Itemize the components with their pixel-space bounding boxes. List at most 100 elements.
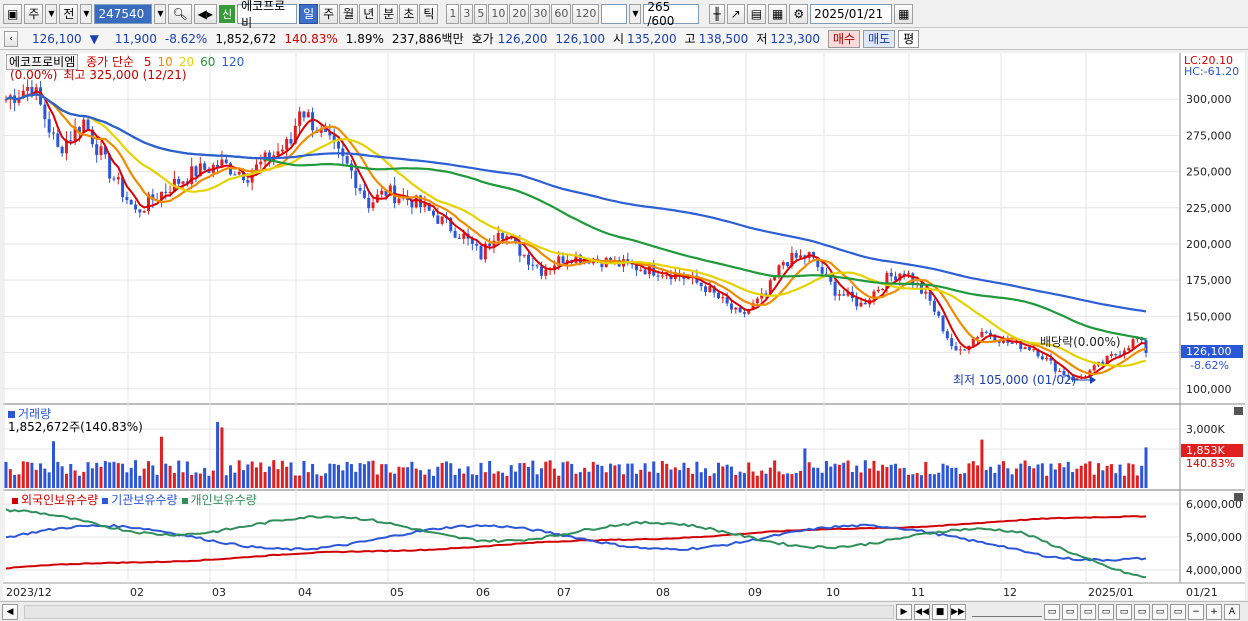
layout-f-icon[interactable]: ▭ (1134, 603, 1150, 620)
interval-tab[interactable]: 120 (572, 3, 600, 24)
candle-body (781, 262, 785, 266)
pane-close-icon[interactable] (1234, 407, 1243, 415)
play-icon[interactable]: ▶ (896, 603, 912, 620)
ma-period-label[interactable]: 10 (157, 55, 173, 69)
zoom-slider[interactable] (972, 607, 1042, 617)
ma-type-label[interactable]: 종가 단순 (86, 55, 135, 69)
candle-body (410, 200, 414, 208)
interval-tab[interactable]: 60 (551, 3, 572, 24)
ma-line (5, 90, 1147, 379)
period-tab[interactable]: 년 (359, 3, 379, 24)
interval-tab[interactable]: 30 (530, 3, 551, 24)
chevron-down-icon[interactable]: ▼ (629, 3, 642, 24)
buy-button[interactable]: 매수 (827, 29, 861, 48)
ma-period-label[interactable]: 20 (178, 55, 195, 69)
ma-line (5, 93, 1147, 368)
volume-bar (725, 464, 729, 488)
chevron-down-icon[interactable]: ▼ (154, 3, 167, 24)
layout-icon[interactable]: ▣ (3, 3, 23, 24)
period-tab[interactable]: 초 (399, 3, 419, 24)
period-tab[interactable]: 분 (379, 3, 399, 24)
volume-bar (729, 466, 733, 488)
interval-tab[interactable]: 5 (474, 3, 488, 24)
y-tick-label: 175,000 (1186, 274, 1232, 287)
candle-body (812, 252, 815, 258)
candle-body (557, 256, 561, 266)
type-button[interactable]: 주 (24, 3, 44, 24)
stock-code-input[interactable]: 247540 (94, 3, 153, 24)
print-icon[interactable]: ▤ (746, 3, 767, 24)
candle-body (1010, 342, 1014, 344)
candle-body (328, 131, 332, 136)
stock-label[interactable]: 에코프로비엠 (6, 54, 79, 70)
layout-b-icon[interactable]: ▭ (1062, 603, 1078, 620)
period-tab[interactable]: 틱 (419, 3, 439, 24)
count-field[interactable]: 265 /600 (643, 0, 700, 28)
rewind-icon[interactable]: ◀◀ (914, 603, 930, 620)
volume-bar (406, 467, 410, 488)
candle-body (656, 275, 660, 277)
forward-icon[interactable]: ▶▶ (950, 603, 966, 620)
holder-legend-label[interactable]: 외국인보유수량 (21, 493, 99, 507)
period-tab[interactable]: 일 (299, 3, 319, 24)
chevron-down-icon[interactable]: ▼ (80, 3, 93, 24)
scroll-left-icon[interactable]: ◀ (2, 603, 18, 620)
volume-bar (34, 469, 38, 488)
chevron-down-icon[interactable]: ▼ (45, 3, 58, 24)
candle-body (1109, 354, 1113, 356)
ma-period-label[interactable]: 60 (200, 55, 216, 69)
x-tick-label: 02 (130, 586, 144, 599)
holder-legend-label[interactable]: 개인보유수량 (190, 493, 257, 507)
layout-a-icon[interactable]: ▭ (1044, 603, 1060, 620)
pane-close-icon[interactable] (1234, 493, 1243, 501)
gear-icon[interactable]: ⚙ (789, 3, 809, 24)
search-icon[interactable]: 🔍︎ (168, 3, 192, 24)
layout-e-icon[interactable]: ▭ (1116, 603, 1132, 620)
interval-tab[interactable]: 3 (460, 3, 474, 24)
layout-h-icon[interactable]: ▭ (1170, 603, 1186, 620)
layout-c-icon[interactable]: ▭ (1080, 603, 1096, 620)
collapse-icon[interactable]: ‹ (4, 30, 18, 47)
volume-bar (64, 473, 68, 488)
volume-bar (216, 422, 220, 488)
volume-bar (483, 472, 487, 488)
eval-button[interactable]: 평 (898, 29, 920, 48)
sound-icon[interactable]: ◀▸ (193, 3, 217, 24)
period-tab[interactable]: 월 (339, 3, 359, 24)
date-field[interactable]: 2025/01/21 (810, 3, 893, 24)
interval-tab[interactable]: 1 (446, 3, 460, 24)
ma-period-label[interactable]: 120 (221, 55, 245, 69)
volume-bar (207, 475, 211, 488)
prev-button[interactable]: 전 (59, 3, 79, 24)
candle-icon[interactable]: ╫ (709, 3, 725, 24)
draw-icon[interactable]: ↗ (726, 3, 745, 24)
zoom-out-icon[interactable]: − (1188, 603, 1204, 620)
layout-d-icon[interactable]: ▭ (1098, 603, 1114, 620)
candle-body (427, 203, 431, 211)
stock-chart[interactable]: 300,000 275,000 250,000 225,000 200,000 175,0… (0, 51, 1248, 601)
ma-period-label[interactable]: 5 (143, 55, 152, 69)
calendar-icon[interactable]: ▦ (894, 3, 914, 24)
holder-legend-label[interactable]: 기관보유수량 (111, 493, 178, 507)
volume-title[interactable]: 거래량 (18, 407, 52, 421)
candle-body (129, 199, 133, 205)
candle-body (371, 202, 375, 209)
stock-name-field[interactable]: 에코프로비 (237, 0, 298, 30)
volume-bar (298, 475, 302, 488)
interval-custom-input[interactable] (601, 3, 628, 24)
interval-tab[interactable]: 20 (509, 3, 530, 24)
stop-icon[interactable]: ■ (932, 603, 948, 620)
save-icon[interactable]: ▦ (768, 3, 788, 24)
candle-body (86, 119, 90, 130)
open-value: 135,200 (627, 31, 677, 46)
sell-button[interactable]: 매도 (863, 29, 896, 48)
candle-body (1027, 347, 1031, 350)
zoom-in-icon[interactable]: + (1206, 603, 1222, 620)
interval-tab[interactable]: 10 (488, 3, 509, 24)
period-tab[interactable]: 주 (319, 3, 339, 24)
scrollbar[interactable] (24, 604, 894, 619)
change-value: 11,900 (114, 31, 157, 46)
layout-g-icon[interactable]: ▭ (1152, 603, 1168, 620)
font-size-icon[interactable]: A (1224, 603, 1240, 620)
